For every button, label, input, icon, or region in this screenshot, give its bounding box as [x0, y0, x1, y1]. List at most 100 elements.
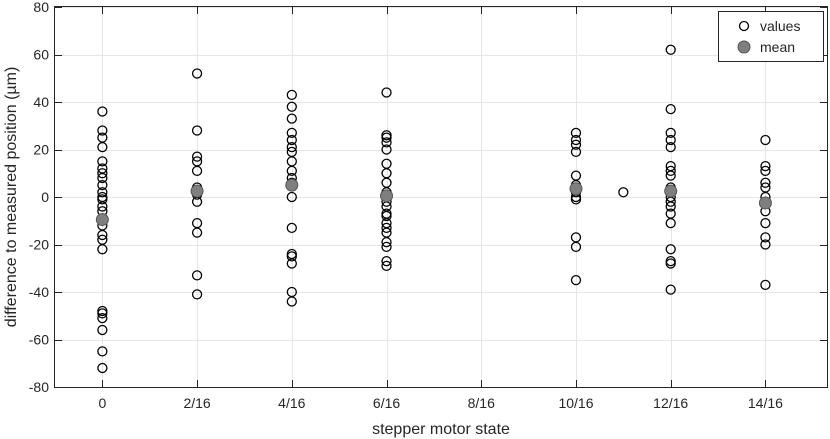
value-point	[191, 151, 203, 162]
value-point	[97, 168, 108, 179]
value-point	[97, 141, 108, 153]
value-point	[381, 255, 392, 267]
value-point	[570, 274, 582, 286]
value-point	[570, 127, 582, 139]
value-point	[191, 68, 203, 79]
mean-point	[664, 184, 678, 198]
value-point	[381, 241, 392, 253]
value-point	[286, 113, 297, 124]
y-tick-label: 0	[41, 189, 49, 205]
x-tick-label: 6/16	[373, 395, 400, 411]
value-point	[665, 103, 676, 115]
value-point	[286, 156, 297, 167]
value-point	[665, 141, 676, 153]
value-point	[286, 89, 297, 101]
legend-box	[718, 11, 824, 62]
value-point	[97, 229, 108, 241]
mean-point	[190, 184, 204, 198]
value-point	[97, 324, 108, 336]
value-point	[286, 191, 297, 203]
value-point	[570, 170, 582, 181]
value-point	[570, 139, 582, 150]
data-points	[95, 44, 772, 374]
y-tick-label: -20	[29, 237, 49, 253]
x-tick-label: 10/16	[558, 395, 593, 411]
value-point	[381, 87, 392, 98]
legend: values mean	[718, 11, 824, 62]
value-point	[97, 362, 108, 374]
value-point	[97, 308, 108, 319]
x-tick-label: 14/16	[748, 395, 783, 411]
value-point	[665, 258, 676, 269]
value-point	[97, 106, 108, 117]
value-point	[97, 194, 108, 205]
grid-lines	[55, 7, 827, 388]
mean-point	[95, 213, 109, 227]
value-point	[665, 127, 676, 139]
value-point	[760, 177, 771, 188]
value-point	[760, 134, 771, 146]
y-tick-label: -60	[29, 332, 49, 348]
value-point	[97, 346, 108, 357]
value-point	[97, 201, 108, 212]
value-point	[381, 158, 392, 169]
y-tick-label: 80	[33, 0, 49, 15]
value-point	[97, 179, 108, 191]
value-point	[286, 251, 297, 262]
value-point	[381, 260, 392, 272]
value-point	[381, 210, 392, 222]
y-tick-label: -40	[29, 284, 49, 300]
value-point	[665, 284, 676, 295]
value-point	[665, 217, 676, 229]
x-tick-label: 0	[98, 395, 106, 411]
value-point	[286, 222, 297, 234]
x-tick-label: 8/16	[468, 395, 495, 411]
legend-values-label: values	[760, 18, 800, 34]
value-point	[381, 168, 392, 179]
value-point	[381, 236, 392, 248]
value-point	[286, 134, 297, 146]
legend-mean-marker	[737, 40, 751, 54]
value-point	[97, 125, 108, 136]
value-point	[760, 165, 771, 177]
value-point	[618, 187, 629, 198]
value-point	[97, 312, 108, 324]
value-point	[760, 160, 771, 172]
value-point	[570, 146, 582, 158]
mean-point	[758, 196, 772, 210]
value-point	[381, 132, 392, 143]
value-point	[286, 141, 297, 153]
value-point	[286, 101, 297, 112]
value-point	[191, 125, 203, 136]
value-point	[381, 177, 392, 188]
legend-mean-label: mean	[760, 39, 795, 55]
value-point	[665, 244, 676, 255]
value-point	[191, 270, 203, 281]
value-point	[570, 134, 582, 146]
value-point	[665, 134, 676, 146]
value-point	[191, 165, 203, 177]
value-point	[570, 241, 582, 253]
value-point	[191, 227, 203, 238]
y-tick-label: 40	[33, 94, 49, 110]
value-point	[381, 222, 392, 234]
x-tick-label: 2/16	[183, 395, 210, 411]
value-point	[760, 232, 771, 243]
value-point	[665, 165, 676, 177]
value-point	[665, 201, 676, 212]
y-axis-title: difference to measured position (µm)	[3, 67, 20, 328]
value-point	[97, 187, 108, 198]
value-point	[97, 156, 108, 167]
value-point	[286, 258, 297, 269]
value-point	[286, 296, 297, 307]
mean-point	[285, 178, 299, 192]
value-point	[381, 137, 392, 148]
y-tick-label: 20	[33, 142, 49, 158]
value-point	[97, 244, 108, 255]
mean-point	[380, 189, 394, 203]
plot-area-border	[54, 6, 828, 388]
legend-values-marker	[738, 20, 750, 32]
axis-ticks: -80 -60 -40 -20 0 20 40 60 80 0 2/16 4/16 6/16 8/16 10…	[29, 0, 827, 411]
value-point	[191, 289, 203, 300]
